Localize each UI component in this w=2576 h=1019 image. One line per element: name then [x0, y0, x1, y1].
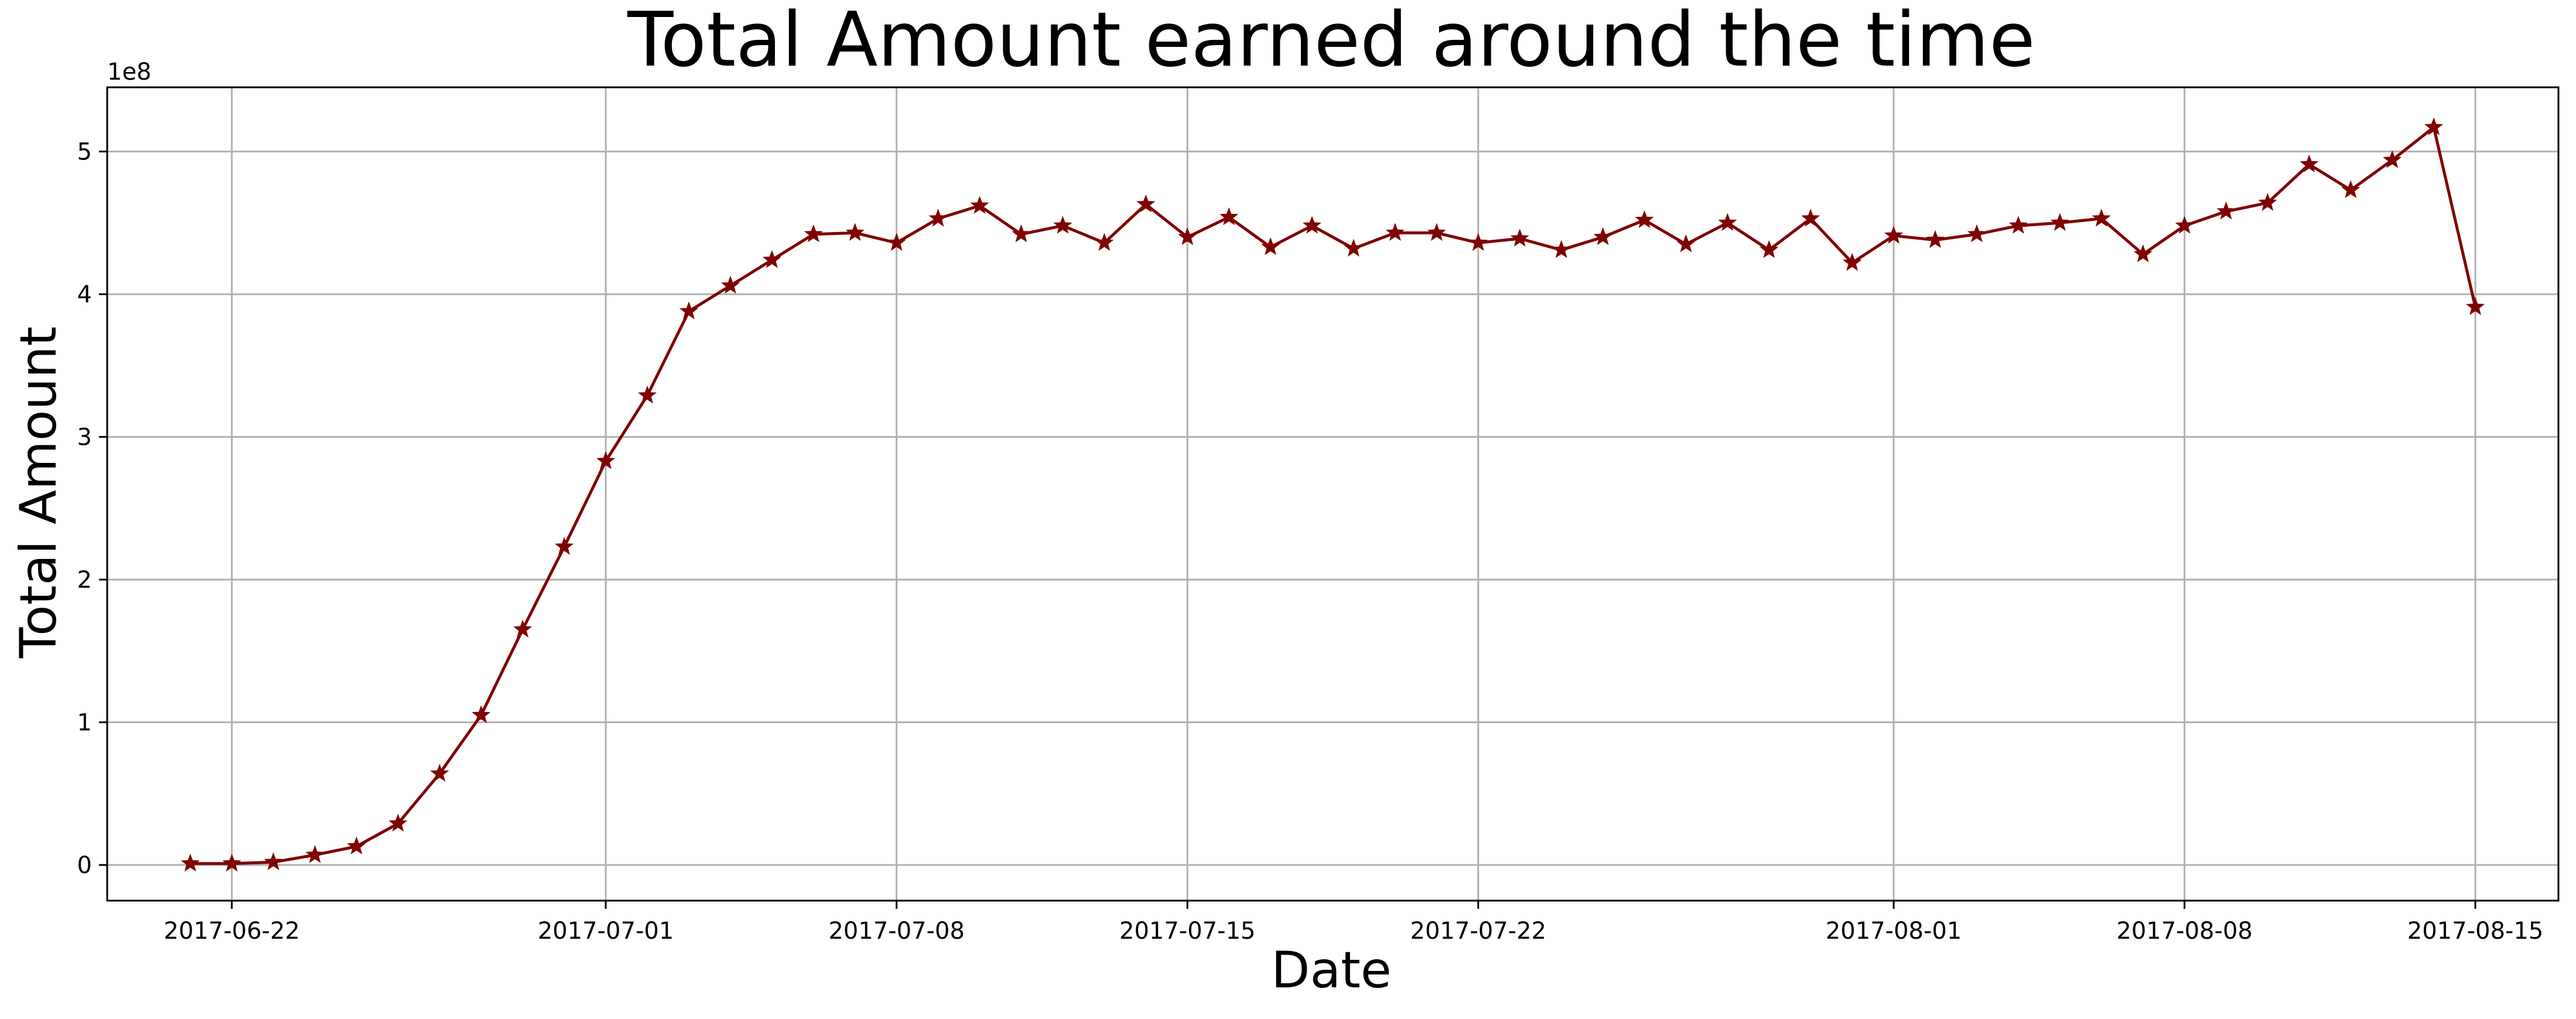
- data-point-marker: [1053, 216, 1072, 234]
- data-point-marker: [1261, 237, 1280, 255]
- data-point-marker: [1510, 229, 1529, 247]
- data-point-marker: [1136, 194, 1156, 213]
- data-point-marker: [180, 853, 200, 872]
- data-point-marker: [2133, 244, 2153, 263]
- data-point-marker: [2258, 193, 2277, 211]
- y-tick-label: 5: [77, 139, 92, 166]
- data-point-marker: [1593, 227, 1612, 246]
- x-axis-label: Date: [1271, 941, 1392, 1000]
- x-tick-label: 2017-06-22: [164, 918, 300, 945]
- series-line: [190, 125, 2477, 865]
- data-point-marker: [430, 764, 449, 782]
- data-point-marker: [513, 619, 532, 638]
- data-point-marker: [1344, 238, 1364, 257]
- data-point-marker: [1843, 253, 1862, 271]
- data-point-marker: [596, 451, 616, 469]
- data-point-marker: [2008, 216, 2028, 234]
- data-point-marker: [472, 705, 491, 724]
- data-point-marker: [1219, 207, 1239, 226]
- data-point-marker: [2050, 213, 2069, 231]
- data-point-marker: [1718, 213, 1737, 231]
- x-tick-label: 2017-07-01: [538, 918, 674, 945]
- data-point-marker: [970, 196, 989, 214]
- data-point-marker: [1925, 230, 1945, 248]
- data-point-marker: [1760, 240, 1779, 258]
- data-point-marker: [638, 386, 657, 404]
- ticks-layer: 2017-06-22 2017-07-01 2017-07-08 2017-07-15…: [77, 139, 2544, 945]
- x-tick-label: 2017-07-08: [828, 918, 964, 945]
- data-point-marker: [928, 209, 948, 227]
- data-point-marker: [1095, 233, 1114, 251]
- data-point-marker: [388, 813, 408, 832]
- data-point-marker: [1178, 227, 1197, 246]
- data-point-marker: [2424, 117, 2444, 135]
- y-tick-label: 3: [77, 424, 92, 451]
- data-point-marker: [2466, 297, 2485, 315]
- data-point-marker: [720, 275, 740, 294]
- x-tick-label: 2017-07-22: [1410, 918, 1546, 945]
- plot-frame: [106, 86, 2560, 902]
- data-point-marker: [2300, 154, 2319, 173]
- data-point-marker: [1635, 210, 1654, 229]
- y-tick-label: 0: [77, 852, 92, 879]
- chart-title: Total Amount earned around the time: [627, 0, 2035, 84]
- data-point-marker: [1884, 226, 1904, 244]
- x-tick-label: 2017-07-15: [1119, 918, 1255, 945]
- x-tick-label: 2017-08-01: [1826, 918, 1962, 945]
- x-tick-label: 2017-08-08: [2116, 918, 2252, 945]
- data-point-marker: [2092, 209, 2111, 227]
- data-point-marker: [1552, 240, 1571, 258]
- data-point-marker: [2216, 202, 2236, 220]
- series-layer: [180, 117, 2485, 872]
- data-point-marker: [222, 853, 241, 872]
- y-tick-label: 4: [77, 281, 92, 308]
- y-axis-label: Total Amount: [9, 326, 68, 659]
- data-point-marker: [1801, 209, 1820, 227]
- data-point-marker: [1967, 224, 1987, 243]
- y-tick-label: 2: [77, 567, 92, 594]
- data-point-marker: [1012, 224, 1031, 243]
- data-point-marker: [347, 836, 366, 855]
- data-point-marker: [555, 537, 574, 555]
- data-point-marker: [2175, 216, 2194, 234]
- grid-layer: [107, 87, 2558, 901]
- y-tick-label: 1: [77, 710, 92, 737]
- data-point-marker: [1427, 223, 1446, 241]
- data-point-marker: [1676, 234, 1696, 253]
- data-point-marker: [1468, 233, 1488, 251]
- x-tick-label: 2017-08-15: [2407, 918, 2543, 945]
- data-point-marker: [264, 852, 283, 870]
- data-point-marker: [762, 250, 781, 268]
- data-point-marker: [2383, 150, 2402, 168]
- y-offset-label: 1e8: [107, 59, 152, 86]
- data-point-marker: [804, 224, 823, 243]
- data-point-marker: [887, 233, 906, 251]
- data-point-marker: [845, 223, 865, 241]
- data-point-marker: [2341, 180, 2360, 199]
- data-point-marker: [1302, 216, 1322, 234]
- data-point-marker: [679, 301, 699, 319]
- data-point-marker: [1385, 223, 1405, 241]
- data-point-marker: [305, 845, 324, 863]
